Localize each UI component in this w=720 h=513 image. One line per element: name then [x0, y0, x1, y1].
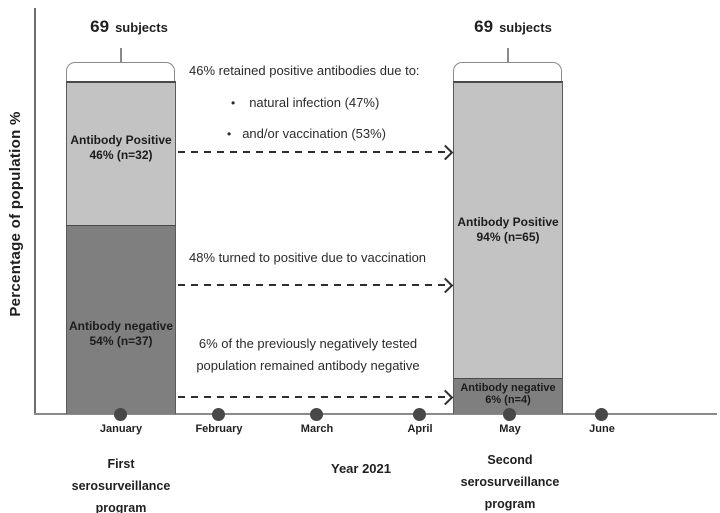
first-bar-brace-stem: [120, 48, 122, 62]
second-bar-subjects-word: subjects: [499, 20, 552, 35]
first-bar-subjects-caption: 69 subjects: [49, 17, 209, 37]
y-axis-line: [34, 8, 36, 414]
month-marker-dot: [212, 408, 225, 421]
month-tick-june: June: [589, 423, 615, 435]
y-axis-title: Percentage of population %: [7, 111, 24, 317]
arrow-retained-positive: [178, 144, 454, 161]
second-bar-subjects-count: 69: [474, 17, 494, 36]
month-marker-dot: [310, 408, 323, 421]
second-bar-negative-label: Antibody negative 6% (n=4): [460, 382, 556, 406]
month-marker-dot: [503, 408, 516, 421]
first-bar-negative-label: Antibody negative 54% (n=37): [68, 319, 173, 348]
second-bar-brace-stem: [507, 48, 509, 62]
second-bar-positive-label: Antibody Positive 94% (n=65): [457, 215, 559, 244]
first-bar-positive-segment: [66, 81, 176, 225]
arrowhead-icon: [437, 389, 454, 406]
arrowhead-icon: [437, 277, 454, 294]
month-tick-march: March: [300, 423, 334, 435]
arrowhead-icon: [437, 144, 454, 161]
month-tick-april: April: [407, 423, 433, 435]
first-program-caption: First serosurveillance program: [71, 457, 171, 513]
x-axis-line: [34, 413, 717, 415]
arrow-remained-negative: [178, 389, 454, 406]
month-marker-dot: [413, 408, 426, 421]
arrow-turned-positive: [178, 277, 454, 294]
bullet-icon: •: [227, 127, 232, 141]
first-bar-brace: [66, 62, 175, 81]
month-marker-dot: [595, 408, 608, 421]
first-bar-subjects-count: 69: [90, 17, 110, 36]
first-bar-subjects-word: subjects: [115, 20, 168, 35]
first-bar-positive-label: Antibody Positive 46% (n=32): [70, 133, 172, 162]
x-axis-title: Year 2021: [330, 461, 391, 476]
bullet-icon: •: [231, 96, 236, 110]
month-tick-january: January: [99, 423, 143, 435]
second-bar-positive-segment: [453, 81, 563, 378]
first-bar-negative-segment: [66, 225, 176, 414]
annotation-remained-negative: 6% of the previously negatively tested p…: [196, 336, 420, 373]
annotation-retained-title: 46% retained positive antibodies due to:: [189, 63, 420, 78]
month-tick-february: February: [195, 423, 243, 435]
month-tick-may: May: [499, 423, 521, 435]
annotation-bullet-natural-infection: • natural infection (47%): [231, 95, 380, 110]
annotation-bullet-vaccination: • and/or vaccination (53%): [227, 126, 387, 141]
second-program-caption: Second serosurveillance program: [460, 453, 560, 511]
annotation-turned-positive: 48% turned to positive due to vaccinatio…: [189, 250, 427, 265]
month-marker-dot: [114, 408, 127, 421]
second-bar-subjects-caption: 69 subjects: [433, 17, 593, 37]
second-bar-brace: [453, 62, 562, 81]
